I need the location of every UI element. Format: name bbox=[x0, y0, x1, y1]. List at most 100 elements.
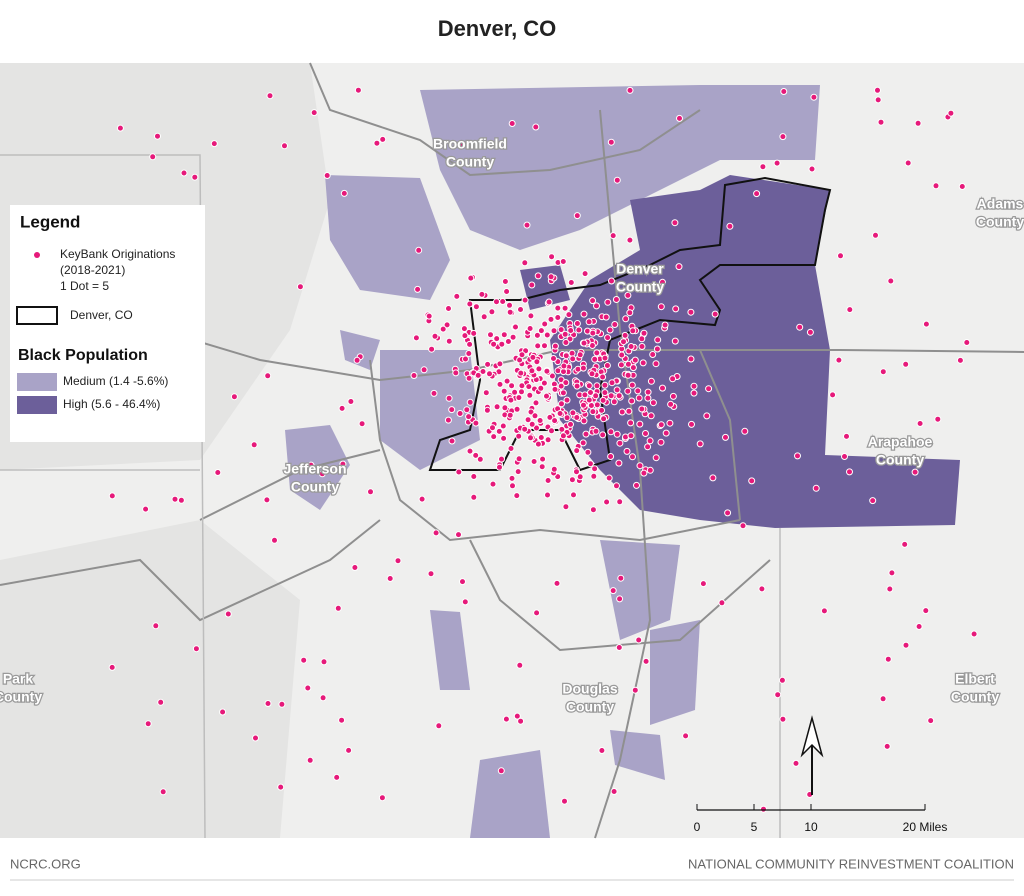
dot bbox=[351, 564, 359, 571]
dot bbox=[699, 580, 707, 588]
dot bbox=[829, 391, 837, 399]
dot bbox=[661, 321, 669, 329]
dot bbox=[523, 221, 531, 229]
dot bbox=[586, 460, 594, 468]
dot bbox=[590, 472, 598, 480]
dot bbox=[319, 694, 327, 702]
dot bbox=[593, 382, 601, 390]
dot bbox=[394, 557, 402, 565]
dot bbox=[667, 400, 675, 408]
dot bbox=[318, 470, 326, 478]
dot bbox=[487, 331, 494, 339]
dot bbox=[625, 407, 633, 415]
dot bbox=[883, 742, 891, 750]
dot bbox=[230, 393, 238, 401]
dot bbox=[626, 236, 634, 244]
dot bbox=[509, 482, 516, 490]
dot bbox=[379, 135, 387, 143]
dot bbox=[567, 327, 575, 334]
dot bbox=[705, 385, 713, 393]
dot bbox=[598, 747, 606, 754]
dot bbox=[794, 452, 801, 460]
dot bbox=[573, 382, 581, 390]
dot bbox=[493, 298, 500, 306]
dot bbox=[550, 327, 558, 335]
dot bbox=[482, 389, 490, 397]
dot bbox=[806, 328, 814, 336]
dot bbox=[653, 345, 661, 353]
dot bbox=[616, 595, 624, 603]
dot bbox=[627, 419, 635, 427]
dot bbox=[607, 453, 615, 460]
dot bbox=[508, 120, 516, 127]
dot bbox=[796, 323, 804, 331]
dot bbox=[922, 320, 930, 328]
dot bbox=[874, 86, 881, 94]
county-name: Park bbox=[3, 671, 34, 687]
dot bbox=[515, 394, 523, 402]
dot bbox=[591, 355, 599, 363]
county-suffix: County bbox=[291, 479, 339, 495]
dot bbox=[585, 382, 593, 390]
dot bbox=[545, 298, 553, 306]
county-name: Elbert bbox=[955, 671, 995, 687]
dot bbox=[560, 362, 568, 370]
dot bbox=[657, 421, 665, 429]
dot bbox=[538, 463, 546, 471]
dot bbox=[724, 509, 732, 517]
dot bbox=[214, 469, 222, 476]
dot bbox=[618, 351, 626, 359]
dot bbox=[639, 359, 647, 367]
dot bbox=[455, 531, 462, 539]
dot bbox=[531, 412, 539, 420]
county-suffix: County bbox=[446, 154, 494, 170]
county-suffix: County bbox=[566, 699, 614, 715]
dot bbox=[483, 406, 491, 414]
dot bbox=[592, 392, 600, 400]
dot bbox=[171, 495, 179, 503]
dot bbox=[672, 305, 680, 313]
scale-label: 20 Miles bbox=[903, 820, 948, 834]
dot bbox=[573, 468, 580, 476]
dot bbox=[901, 540, 909, 548]
dot bbox=[610, 788, 618, 795]
dot bbox=[548, 253, 556, 261]
dot bbox=[611, 321, 619, 328]
dot bbox=[550, 465, 558, 473]
dot bbox=[528, 281, 536, 289]
dot bbox=[569, 409, 577, 417]
dot bbox=[580, 339, 588, 347]
dot bbox=[580, 417, 588, 425]
dot bbox=[659, 384, 666, 392]
dot bbox=[500, 387, 508, 395]
dot bbox=[470, 473, 478, 480]
dot bbox=[445, 394, 453, 402]
dot bbox=[624, 360, 632, 368]
dot bbox=[886, 585, 894, 593]
dot bbox=[774, 691, 782, 699]
dot bbox=[461, 598, 469, 606]
dot bbox=[675, 263, 683, 271]
dot bbox=[635, 636, 643, 644]
dot bbox=[904, 159, 912, 167]
dot bbox=[507, 445, 515, 452]
dot bbox=[565, 311, 573, 319]
dot bbox=[869, 497, 877, 505]
dot bbox=[263, 496, 271, 504]
dot bbox=[476, 455, 484, 463]
legend-dot bbox=[34, 252, 40, 258]
dot bbox=[191, 173, 199, 181]
dot bbox=[703, 412, 711, 420]
dot bbox=[629, 327, 637, 335]
dot bbox=[624, 371, 632, 379]
dot bbox=[526, 391, 534, 399]
dot bbox=[607, 428, 615, 436]
dot bbox=[512, 323, 519, 331]
denver-boundary bbox=[428, 176, 832, 472]
dot bbox=[568, 349, 576, 357]
dot bbox=[580, 401, 587, 409]
dot bbox=[573, 447, 581, 455]
dot bbox=[320, 658, 328, 666]
dot bbox=[534, 342, 542, 350]
county-lines bbox=[0, 154, 781, 839]
